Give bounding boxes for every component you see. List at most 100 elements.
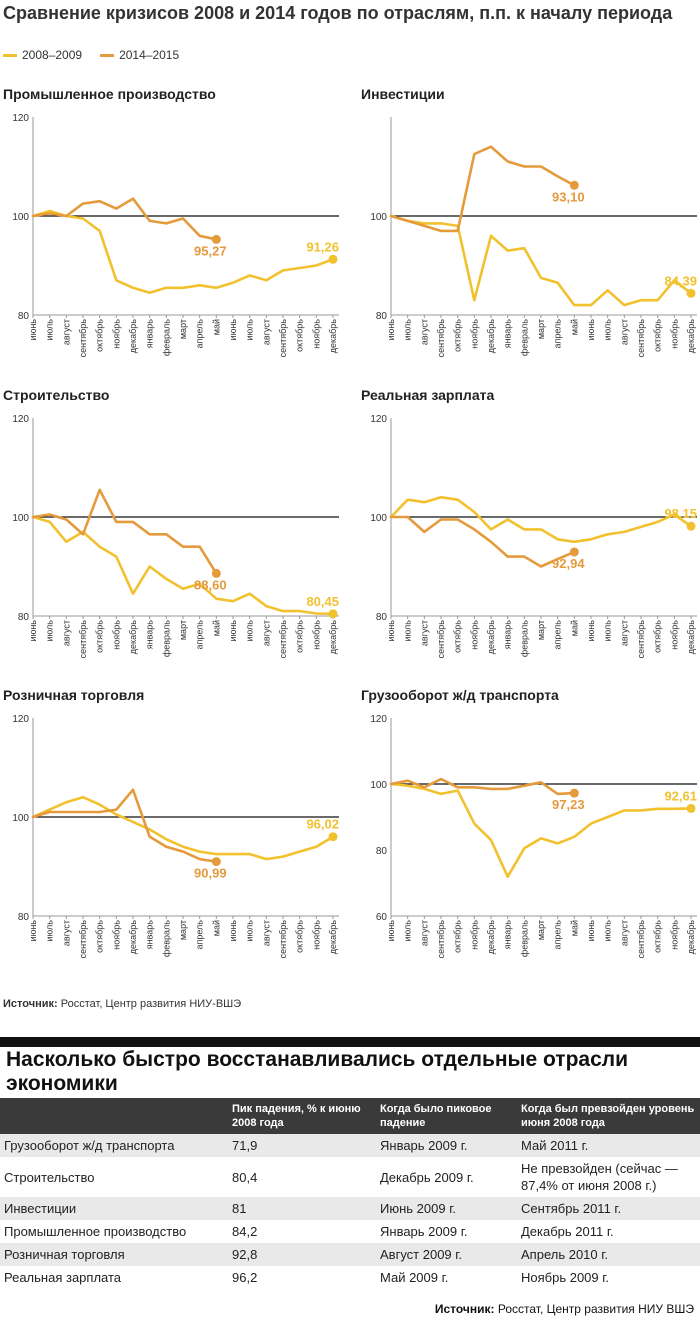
table-cell: Розничная торговля — [0, 1243, 228, 1266]
x-tick-label: ноябрь — [669, 319, 679, 349]
x-tick-label: ноябрь — [311, 620, 321, 650]
series-line-2014 — [31, 488, 218, 575]
x-tick-label: сентябрь — [78, 920, 88, 959]
x-tick-label: октябрь — [295, 319, 305, 352]
end-point-marker — [211, 568, 221, 578]
legend-item-2014: 2014–2015 — [100, 48, 179, 62]
table-title: Насколько быстро восстанавливались отдел… — [6, 1048, 629, 1095]
x-tick-label: июнь — [28, 319, 38, 341]
x-tick-label: декабрь — [686, 920, 696, 955]
x-tick-label: июнь — [586, 620, 596, 642]
y-tick-label: 120 — [12, 113, 29, 124]
end-value-label: 90,99 — [194, 866, 227, 881]
x-tick-label: август — [619, 920, 629, 946]
table-cell: Ноябрь 2009 г. — [521, 1270, 610, 1285]
table-row: Промышленное производство 84,2 Январь 20… — [0, 1220, 700, 1243]
x-tick-label: сентябрь — [436, 620, 446, 659]
y-tick-label: 120 — [370, 714, 387, 725]
x-tick-label: октябрь — [653, 319, 663, 352]
x-tick-label: октябрь — [295, 920, 305, 953]
x-tick-label: октябрь — [95, 920, 105, 953]
panel-title: Промышленное производство — [3, 86, 216, 102]
x-tick-label: январь — [503, 920, 513, 950]
table-cell: Сентябрь 2011 г. — [517, 1197, 700, 1220]
series-line-2008 — [389, 782, 693, 878]
x-tick-label: январь — [503, 620, 513, 650]
y-tick-label: 80 — [376, 311, 388, 322]
x-tick-label: июнь — [586, 920, 596, 942]
end-point-marker — [569, 547, 579, 557]
x-tick-label: июнь — [228, 620, 238, 642]
end-value-label: 91,26 — [306, 239, 339, 254]
x-tick-label: октябрь — [653, 620, 663, 653]
x-tick-label: октябрь — [95, 319, 105, 352]
chart-svg: 80 100 июнь июль август сентябрь октябрь ноябрь… — [370, 117, 697, 358]
y-tick-label: 100 — [370, 212, 387, 223]
x-tick-label: сентябрь — [78, 620, 88, 659]
panel-title: Реальная зарплата — [361, 387, 495, 403]
legend-item-2008: 2008–2009 — [3, 48, 82, 62]
end-point-marker — [211, 234, 221, 244]
x-tick-label: сентябрь — [636, 620, 646, 659]
x-tick-label: август — [619, 620, 629, 646]
legend: 2008–2009 2014–2015 — [3, 48, 179, 62]
x-tick-label: сентябрь — [278, 319, 288, 358]
end-value-label: 98,15 — [664, 506, 697, 521]
x-tick-label: ноябрь — [111, 319, 121, 349]
x-tick-label: октябрь — [95, 620, 105, 653]
series-line-2014 — [31, 197, 218, 241]
x-tick-label: ноябрь — [311, 920, 321, 950]
x-tick-label: февраль — [161, 620, 171, 657]
x-tick-label: декабрь — [328, 620, 338, 655]
x-tick-label: март — [536, 620, 546, 640]
x-tick-label: февраль — [161, 319, 171, 356]
y-tick-label: 100 — [12, 212, 29, 223]
x-tick-label: декабрь — [686, 319, 696, 354]
end-value-label: 92,94 — [552, 556, 585, 571]
x-tick-label: ноябрь — [469, 319, 479, 349]
source-text: Росстат, Центр развития НИУ-ВШЭ — [57, 998, 242, 1010]
x-tick-label: сентябрь — [636, 319, 646, 358]
x-tick-label: июль — [603, 920, 613, 942]
table-row: Строительство 80,4 Декабрь 2009 г. Не пр… — [0, 1157, 700, 1197]
x-tick-label: декабрь — [686, 620, 696, 655]
source-text: Росстат, Центр развития НИУ ВШЭ — [494, 1302, 694, 1316]
x-tick-label: январь — [145, 920, 155, 950]
y-tick-label: 120 — [12, 714, 29, 725]
x-tick-label: апрель — [195, 920, 205, 950]
series-line-2008 — [389, 495, 693, 544]
y-tick-label: 80 — [18, 311, 30, 322]
end-point-marker — [569, 788, 579, 798]
x-tick-label: июнь — [228, 319, 238, 341]
x-tick-label: август — [61, 319, 71, 345]
series-line-2008 — [31, 209, 335, 294]
end-value-label: 88,60 — [194, 577, 227, 592]
chart-panel-industry: Промышленное производство 80 100 120 июнь ию… — [3, 86, 348, 386]
panel-title: Строительство — [3, 387, 110, 403]
x-tick-label: май — [211, 620, 221, 636]
x-tick-label: июнь — [386, 319, 396, 341]
x-tick-label: апрель — [553, 920, 563, 950]
x-tick-label: январь — [145, 620, 155, 650]
end-value-label: 92,61 — [664, 788, 697, 803]
table-cell: Май 2009 г. — [380, 1270, 449, 1285]
x-tick-label: август — [419, 920, 429, 946]
table-header-cell: Когда было пиковое падение — [376, 1098, 517, 1134]
x-tick-label: апрель — [553, 319, 563, 349]
table-row: Реальная зарплата 96,2 Май 2009 г. Ноябр… — [0, 1266, 700, 1289]
end-value-label: 96,02 — [306, 817, 339, 832]
end-value-label: 80,45 — [306, 594, 339, 609]
x-tick-label: июль — [403, 620, 413, 642]
x-tick-label: ноябрь — [669, 620, 679, 650]
table-cell: Январь 2009 г. — [376, 1134, 517, 1157]
x-tick-label: февраль — [519, 319, 529, 356]
main-title: Сравнение кризисов 2008 и 2014 годов по … — [3, 3, 673, 23]
chart-panel-rail: Грузооборот ж/д транспорта 60 80 100 120 июн… — [361, 687, 700, 987]
end-point-marker — [211, 857, 221, 867]
table-cell: 71,9 — [228, 1134, 376, 1157]
end-value-label: 95,27 — [194, 243, 227, 258]
table-cell: Не превзойден (сейчас — 87,4% от июня 20… — [521, 1161, 678, 1193]
table-cell: 84,2 — [232, 1224, 258, 1239]
x-tick-label: октябрь — [295, 620, 305, 653]
x-tick-label: октябрь — [653, 920, 663, 953]
